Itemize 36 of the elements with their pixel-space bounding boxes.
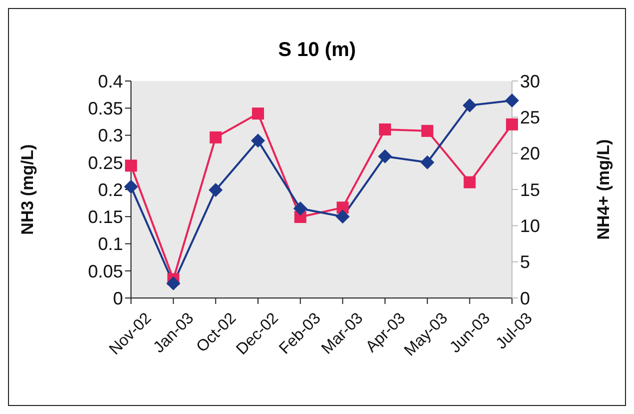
- point: [421, 124, 434, 137]
- point: [293, 201, 308, 216]
- y-tick-label: 0: [112, 288, 123, 308]
- y2-tick-label: 20: [520, 144, 540, 164]
- point: [208, 183, 223, 198]
- y-tick-label: 0.2: [98, 180, 123, 200]
- point: [124, 180, 138, 194]
- y2-tick-label: 5: [520, 252, 530, 272]
- y-tick-label: 0.25: [88, 152, 123, 173]
- y2-axis-title: NH4+ (mg/L): [594, 139, 614, 240]
- y2-tick-label: 30: [520, 71, 540, 92]
- point: [506, 118, 518, 130]
- y2-tick-label: 25: [520, 108, 540, 128]
- point: [505, 94, 519, 108]
- point: [125, 160, 137, 172]
- point: [464, 176, 476, 188]
- y-tick-label: 0.1: [98, 234, 123, 254]
- point: [252, 108, 264, 120]
- y-tick-label: 0.15: [88, 207, 123, 228]
- point: [378, 149, 392, 164]
- y-tick-label: 0.4: [98, 71, 123, 92]
- point: [166, 276, 180, 290]
- point: [336, 210, 350, 224]
- y-tick-label: 0.35: [88, 98, 123, 119]
- point: [379, 123, 391, 136]
- y2-tick-label: 0: [520, 288, 530, 308]
- point: [251, 134, 265, 148]
- y-axis-title: NH3 (mg/L): [18, 144, 38, 235]
- y-tick-label: 0.3: [98, 126, 123, 146]
- y-tick-label: 0.05: [88, 261, 123, 282]
- chart-title: S 10 (m): [277, 39, 357, 62]
- point: [462, 98, 477, 112]
- point: [420, 155, 434, 170]
- point: [210, 131, 222, 144]
- y2-tick-label: 15: [520, 180, 540, 200]
- y2-tick-label: 10: [520, 216, 540, 236]
